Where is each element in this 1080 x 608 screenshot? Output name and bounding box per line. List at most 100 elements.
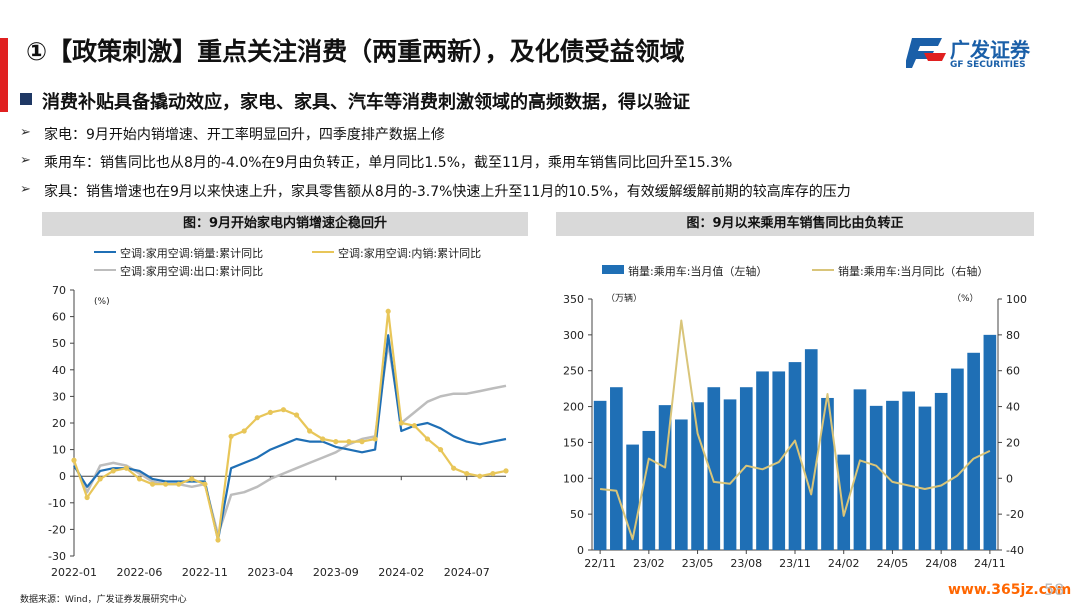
- left-y-tick-label: 40: [52, 364, 66, 377]
- right-bar: [707, 387, 721, 550]
- legend-label: 销量:乘用车:当月值（左轴）: [628, 265, 768, 278]
- left-unit-label: (%): [94, 297, 110, 307]
- right-left-tick-label: 0: [577, 544, 584, 557]
- right-bar: [951, 368, 964, 550]
- left-series-point: [293, 412, 300, 418]
- legend-label: 空调:家用空调:出口:累计同比: [120, 265, 264, 278]
- left-series-point: [503, 468, 509, 474]
- accent-bar: [0, 38, 8, 112]
- left-series-point: [228, 433, 234, 439]
- left-series-line-1: [72, 310, 507, 542]
- gf-logo-icon: [906, 38, 946, 68]
- legend-line-yellow: [312, 251, 334, 253]
- legend-line-gold: [812, 269, 834, 271]
- left-series-point: [464, 470, 470, 477]
- left-series-point: [307, 428, 313, 434]
- right-right-tick-label: 100: [1006, 293, 1027, 306]
- left-series-point: [398, 420, 404, 426]
- left-y-tick-label: 70: [52, 284, 66, 297]
- right-right-tick-label: 20: [1006, 436, 1020, 449]
- right-x-tick-label: 23/11: [779, 557, 811, 570]
- left-series-point: [490, 470, 496, 477]
- right-x-tick-label: 23/02: [633, 557, 665, 570]
- left-series-point: [437, 447, 444, 453]
- left-series-line-2: [72, 341, 507, 536]
- left-series-point: [372, 436, 378, 442]
- right-left-tick-label: 350: [563, 293, 584, 306]
- left-chart-title: 图：9月开始家电内销增速企稳回升: [42, 212, 528, 236]
- left-series-point: [477, 473, 483, 479]
- right-x-tick-label: 22/11: [584, 557, 616, 570]
- bullet-car: 乘用车：销售同比也从8月的-4.0%在9月由负转正，单月同比1.5%，截至11月…: [44, 155, 733, 171]
- left-series-point: [320, 436, 326, 442]
- right-x-tick-label: 24/05: [877, 557, 909, 570]
- right-left-tick-label: 200: [563, 401, 584, 414]
- left-series-point: [123, 465, 129, 471]
- right-bar: [593, 400, 607, 550]
- right-bar: [918, 406, 932, 550]
- left-series-point: [241, 428, 247, 434]
- left-y-tick-label: 60: [52, 311, 66, 324]
- left-series-point: [176, 481, 182, 487]
- left-y-tick-label: 20: [52, 417, 66, 430]
- right-right-unit: （%）: [952, 293, 979, 304]
- right-left-tick-label: 250: [563, 365, 584, 378]
- right-bar: [804, 349, 818, 550]
- bullet-arrow-icon: ➢: [20, 153, 31, 168]
- left-series-point: [71, 457, 77, 463]
- left-y-tick-label: 30: [52, 390, 66, 403]
- left-series-point: [424, 436, 431, 442]
- right-left-tick-label: 100: [563, 472, 584, 485]
- left-x-tick-label: 2024-02: [378, 566, 424, 579]
- right-right-tick-label: 60: [1006, 365, 1020, 378]
- left-series-line-0: [73, 334, 507, 542]
- page-title: ①【政策刺激】重点关注消费（两重两新），及化债受益领域: [26, 37, 685, 66]
- left-series-point: [280, 407, 287, 413]
- legend-label: 销量:乘用车:当月同比（右轴）: [838, 265, 989, 278]
- left-series-point: [215, 537, 221, 543]
- left-x-tick-label: 2022-11: [182, 566, 228, 579]
- right-bar: [869, 405, 883, 550]
- legend-line-blue: [94, 251, 116, 253]
- data-source: 数据来源：Wind，广发证券发展研究中心: [20, 595, 187, 605]
- right-bar: [853, 389, 867, 550]
- left-y-tick-label: -20: [48, 523, 66, 536]
- right-bar: [610, 387, 623, 550]
- right-left-tick-label: 150: [563, 436, 584, 449]
- right-chart-title: 图：9月以来乘用车销售同比由负转正: [556, 212, 1034, 236]
- legend-label: 空调:家用空调:内销:累计同比: [338, 247, 482, 260]
- right-bar: [821, 397, 834, 550]
- right-right-tick-label: 80: [1006, 329, 1020, 342]
- right-bar: [983, 334, 997, 550]
- left-series-point: [359, 439, 365, 445]
- right-bar: [642, 430, 656, 550]
- left-x-tick-label: 2022-01: [51, 566, 97, 579]
- left-series-point: [202, 481, 208, 487]
- left-series-point: [110, 468, 116, 474]
- right-yoy-line: [599, 319, 991, 541]
- left-series-point: [189, 476, 195, 482]
- right-bar: [967, 352, 980, 550]
- right-bar: [934, 392, 948, 550]
- right-bar: [886, 400, 899, 550]
- right-x-tick-label: 24/11: [974, 557, 1006, 570]
- legend-box-blue: [602, 265, 624, 274]
- subtitle: 消费补贴具备撬动效应，家电、家具、汽车等消费刺激领域的高频数据，得以验证: [42, 92, 690, 113]
- left-x-tick-label: 2023-04: [247, 566, 293, 579]
- right-bar: [756, 371, 769, 550]
- legend-label: 空调:家用空调:销量:累计同比: [120, 247, 264, 260]
- right-x-tick-label: 23/08: [730, 557, 762, 570]
- left-series-point: [84, 494, 90, 501]
- right-bar: [739, 387, 753, 550]
- right-bar: [691, 402, 704, 550]
- right-x-tick-label: 24/02: [828, 557, 860, 570]
- left-series-point: [267, 409, 273, 415]
- left-x-tick-label: 2023-09: [313, 566, 359, 579]
- bullet-furniture: 家具：销售增速也在9月以来快速上升，家具零售额从8月的-3.7%快速上升至11月…: [44, 184, 851, 200]
- left-series-point: [136, 476, 143, 482]
- subtitle-square-icon: [20, 93, 32, 105]
- left-x-tick-label: 2022-06: [116, 566, 162, 579]
- right-right-tick-label: -40: [1006, 544, 1024, 557]
- right-bar: [902, 391, 916, 550]
- page-number: 58: [1044, 580, 1065, 599]
